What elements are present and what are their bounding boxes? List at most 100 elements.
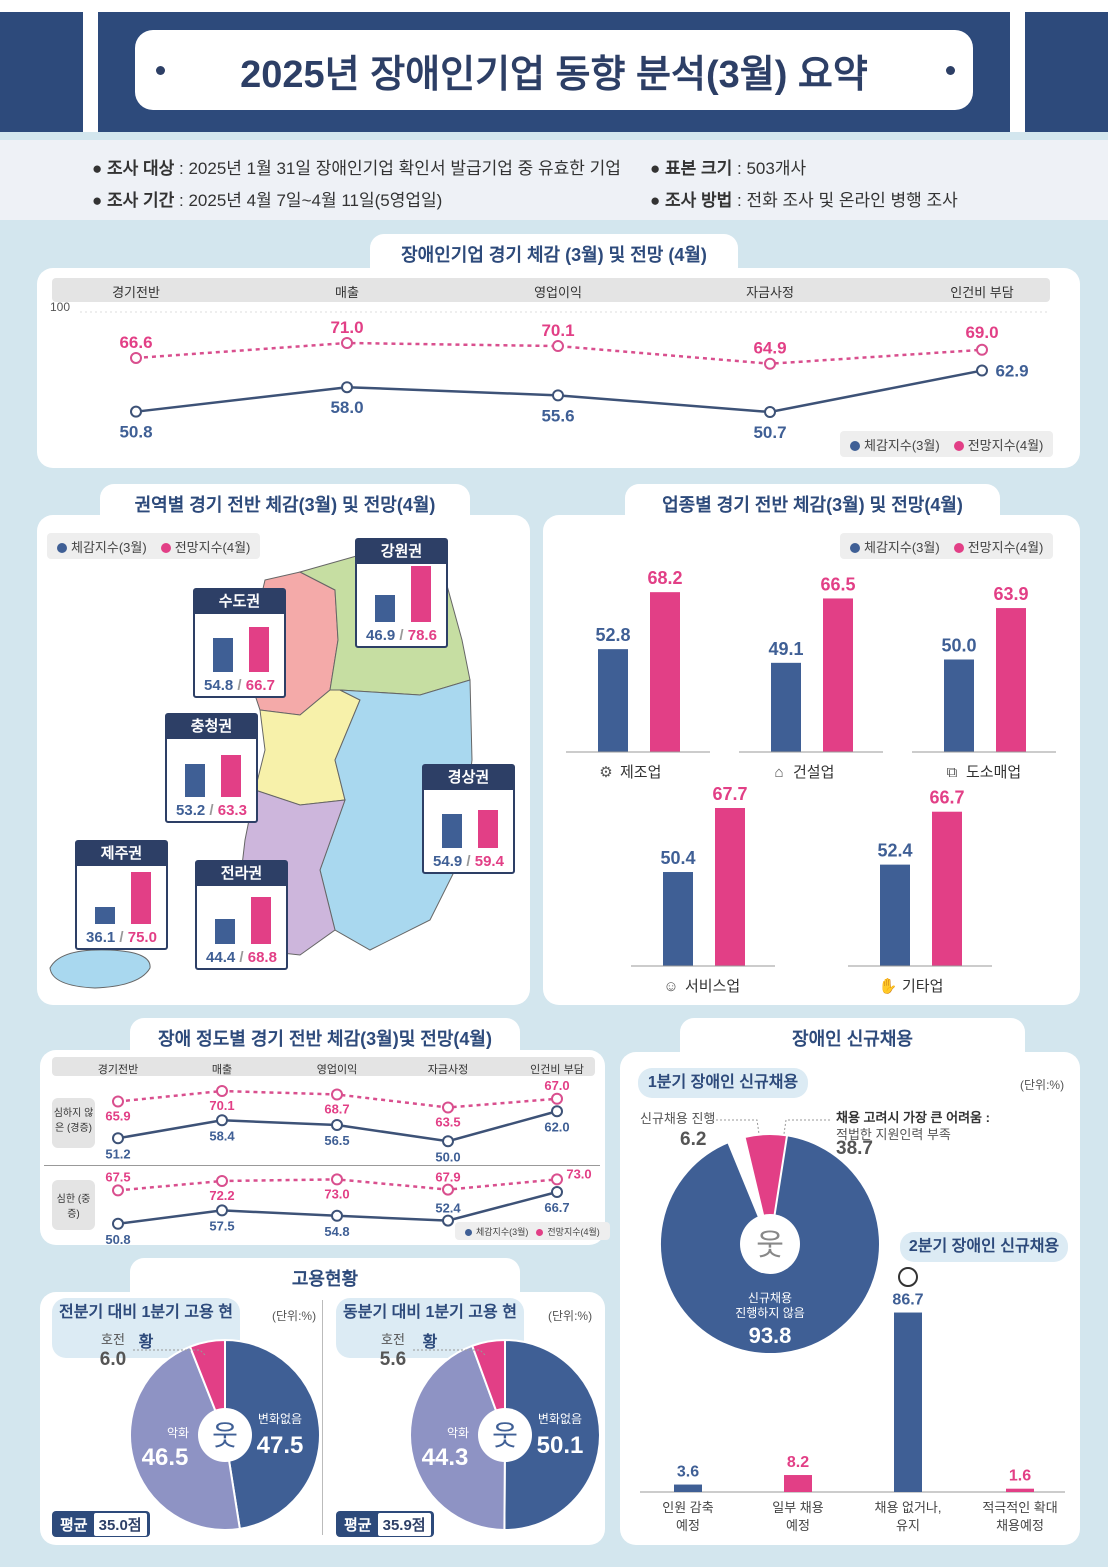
data-label: 63.5 — [435, 1115, 460, 1130]
data-label: 51.2 — [105, 1146, 130, 1161]
bar-outlook — [478, 809, 498, 848]
section-title-region: 권역별 경기 전반 체감(3월) 및 전망(4월) — [100, 484, 470, 518]
data-label: 73.0 — [324, 1186, 349, 1201]
severity-category-bar: 경기전반 매출 영업이익 자금사정 인건비 부담 — [52, 1057, 595, 1076]
value-outlook: 75.0 — [127, 929, 157, 946]
data-point — [331, 1119, 343, 1131]
average-score-badge: 평균 35.9점 — [336, 1511, 434, 1537]
bar-current — [185, 764, 205, 797]
pie-slice — [129, 1345, 242, 1531]
industry-label: 건설업 — [793, 764, 834, 781]
pie-slice — [503, 1338, 601, 1532]
data-label: 67.5 — [105, 1169, 130, 1184]
data-label: 73.0 — [566, 1166, 591, 1181]
bar-current — [375, 594, 395, 622]
category-label: 인건비 부담 — [530, 1064, 584, 1076]
page-title: 2025년 장애인기업 동향 분석(3월) 요약 — [135, 30, 973, 110]
data-label: 54.8 — [324, 1224, 349, 1239]
bar-outlook — [715, 808, 745, 966]
legend-current-label: 체감지수(3월) — [864, 437, 940, 453]
data-point — [551, 1186, 563, 1198]
category-label: 적극적인 확대 — [982, 1500, 1057, 1515]
section-title-employment: 고용현황 — [130, 1258, 520, 1294]
data-label: 50.8 — [105, 1232, 130, 1247]
category-label: 채용 없거나, — [874, 1500, 941, 1515]
severity-divider — [44, 1165, 600, 1166]
data-label: 86.7 — [892, 1292, 923, 1309]
data-point — [216, 1085, 228, 1097]
bar-current — [213, 637, 233, 672]
data-point — [551, 1105, 563, 1118]
bar-outlook — [131, 871, 151, 924]
bar-current — [771, 662, 801, 752]
data-label: 68.7 — [324, 1102, 349, 1117]
hiring-bar — [1006, 1488, 1034, 1492]
data-label: 66.5 — [820, 574, 855, 594]
hiring-bar — [784, 1475, 812, 1492]
category-label: 매출 — [335, 285, 359, 300]
data-label: 67.0 — [544, 1078, 569, 1093]
legend-current-label: 체감지수(3월) — [864, 539, 940, 555]
survey-target: ● 조사 대상 : 2025년 1월 31일 장애인기업 확인서 발급기업 중 … — [92, 159, 621, 178]
survey-info: ● 조사 대상 : 2025년 1월 31일 장애인기업 확인서 발급기업 중 … — [0, 140, 1108, 220]
industry-label: 도소매업 — [966, 764, 1021, 781]
slice-value: 47.5 — [257, 1432, 304, 1459]
data-point — [341, 381, 353, 394]
bar-outlook — [221, 755, 241, 797]
overall-category-bar: 경기전반 매출 영업이익 자금사정 인건비 부담 — [52, 278, 1050, 302]
bar-current — [95, 906, 115, 924]
survey-period-value: : 2025년 4월 7일~4월 11일(5영업일) — [179, 191, 443, 210]
region-box-6: 전라권 44.4 / 68.8 — [195, 860, 288, 970]
bar-outlook — [932, 811, 962, 966]
value-current: 36.1 — [86, 929, 116, 946]
data-label: 62.9 — [995, 362, 1028, 381]
legend-current: 체감지수(3월) — [57, 537, 147, 556]
data-point — [341, 337, 353, 349]
person-icon-bg — [478, 1408, 532, 1462]
slice-value: 44.3 — [422, 1444, 469, 1471]
industry-label: 서비스업 — [685, 978, 740, 995]
region-values: 46.9 / 78.6 — [366, 627, 437, 644]
category-label: 인원 감축 — [662, 1500, 713, 1515]
data-point — [216, 1175, 228, 1187]
bar-current — [215, 919, 235, 944]
hiring-difficulty-value: 38.7 — [836, 1138, 873, 1159]
section-title-new-hiring: 장애인 신규채용 — [680, 1018, 1025, 1054]
data-label: 67.7 — [712, 784, 747, 804]
industry-label: 제조업 — [620, 764, 661, 781]
bar-outlook — [650, 592, 680, 752]
title-dot-right — [946, 66, 955, 75]
survey-target-label: 조사 대상 — [107, 159, 175, 178]
data-point — [112, 1132, 124, 1145]
average-label: 평균 — [344, 1516, 372, 1534]
slice-value: 5.6 — [380, 1349, 406, 1370]
value-current: 44.4 — [206, 949, 236, 966]
data-point — [331, 1173, 343, 1186]
bar-outlook — [823, 598, 853, 752]
data-label: 58.4 — [209, 1128, 235, 1143]
legend-current: 체감지수(3월) — [850, 435, 940, 454]
smile-icon: ☺ — [663, 978, 678, 995]
value-outlook: 66.7 — [245, 677, 275, 694]
legend-current: 체감지수(3월) — [850, 537, 940, 556]
hiring-difficulty-title: 채용 고려시 가장 큰 어려움 : — [836, 1110, 990, 1125]
region-name: 전라권 — [197, 862, 286, 886]
value-outlook: 59.4 — [474, 853, 504, 870]
raised-hands-icon: 웃 — [492, 1420, 518, 1451]
region-box-1: 수도권 54.8 / 66.7 — [193, 588, 286, 698]
legend-outlook: 전망지수(4월) — [953, 435, 1043, 454]
data-label: 58.0 — [330, 398, 363, 417]
bar-outlook — [251, 897, 271, 944]
legend-outlook-label: 전망지수(4월) — [174, 539, 251, 555]
region-box-4: 경상권 54.9 / 59.4 — [422, 764, 515, 874]
category-label: 예정 — [786, 1518, 810, 1533]
data-label: 65.9 — [105, 1109, 130, 1124]
region-values: 53.2 / 63.3 — [176, 802, 247, 819]
overall-legend: 체감지수(3월) 전망지수(4월) — [840, 431, 1054, 457]
bar-current — [880, 864, 910, 966]
section-title-severity: 장애 정도별 경기 전반 체감(3월)및 전망(4월) — [130, 1018, 520, 1052]
average-value: 35.9점 — [377, 1512, 431, 1536]
slice-label: 악화 — [447, 1426, 469, 1440]
data-point — [331, 1209, 343, 1222]
category-label: 일부 채용 — [772, 1500, 823, 1515]
